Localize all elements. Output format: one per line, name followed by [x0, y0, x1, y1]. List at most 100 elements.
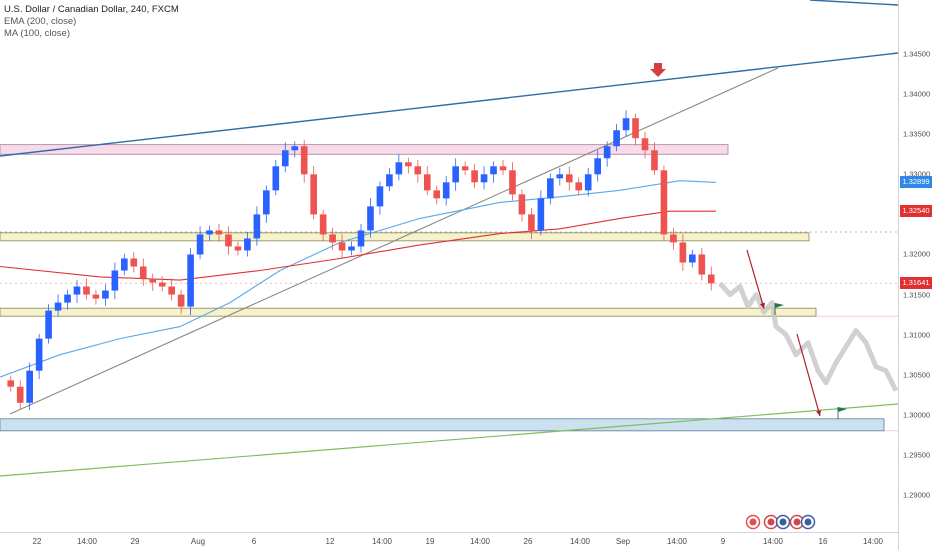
time-tick-label: 9	[720, 537, 726, 546]
time-tick-label: 14:00	[76, 537, 98, 546]
time-tick-label: 29	[130, 537, 140, 546]
candle-body	[177, 294, 185, 307]
candle-body	[253, 214, 261, 239]
candle-body	[537, 198, 545, 231]
price-tick-label: 1.30500	[903, 370, 931, 380]
candle-body	[660, 170, 668, 235]
candle-body	[386, 174, 393, 187]
candle-body	[452, 166, 459, 183]
indicator-ema: EMA (200, close)	[4, 16, 77, 27]
price-tick-label: 1.29500	[903, 450, 931, 460]
candle-body	[234, 246, 242, 251]
candle-body	[651, 150, 658, 171]
candle-body	[442, 182, 450, 199]
candle-body	[158, 282, 166, 287]
candle-body	[64, 294, 71, 303]
time-tick-label: 14:00	[666, 537, 688, 546]
zone-4	[0, 418, 885, 432]
price-tick-label: 1.32000	[903, 249, 931, 259]
candle-body	[35, 338, 43, 371]
price-badge: 1.31641	[900, 277, 932, 290]
candle-body	[509, 170, 516, 195]
price-tick-label: 1.29000	[903, 490, 931, 500]
candle-body	[130, 258, 138, 267]
candle-body	[281, 150, 289, 167]
candle-body	[329, 234, 336, 243]
candle-body	[263, 190, 270, 215]
legend: U.S. Dollar / Canadian Dollar, 240, FXCM…	[4, 4, 179, 40]
time-tick-label: 12	[325, 537, 335, 546]
candle-body	[7, 380, 15, 387]
candle-body	[490, 166, 497, 175]
plot-area[interactable]	[0, 0, 898, 532]
candle-body	[54, 302, 62, 311]
candle-body	[111, 270, 119, 291]
candle-body	[670, 234, 677, 243]
candle-body	[196, 234, 204, 255]
candle-body	[206, 230, 213, 235]
candle-body	[300, 146, 308, 175]
projection-arrow-1-head	[759, 302, 766, 309]
price-tick-label: 1.31000	[903, 330, 931, 340]
candle-body	[471, 170, 478, 183]
price-badge: 1.32899	[900, 176, 932, 189]
time-tick-label: 22	[32, 537, 42, 546]
candle-body	[272, 166, 280, 191]
price-axis[interactable]: 1.345001.340001.335001.330001.325001.320…	[898, 0, 932, 550]
target-flag-1-cloth	[775, 303, 784, 308]
candle-body	[707, 274, 715, 284]
time-tick-label: 14:00	[862, 537, 884, 546]
candle-body	[594, 158, 601, 175]
candle-body	[348, 246, 355, 251]
time-tick-label: Sep	[615, 537, 631, 546]
candle-body	[338, 242, 346, 251]
candle-body	[565, 174, 573, 183]
candle-body	[698, 254, 706, 275]
candle-body	[73, 286, 81, 295]
candle-body	[584, 174, 592, 191]
time-tick-label: 6	[251, 537, 257, 546]
price-tick-label: 1.30000	[903, 410, 931, 420]
event-icon-dot	[749, 518, 757, 526]
zone-3	[0, 307, 817, 317]
price-badge: 1.32540	[900, 205, 932, 218]
candle-body	[405, 162, 412, 167]
candle-body	[556, 174, 564, 179]
event-icon-dot	[767, 518, 775, 526]
time-tick-label: 14:00	[371, 537, 393, 546]
projection-arrow-2-head	[816, 410, 822, 416]
candle-body	[632, 118, 639, 139]
candle-body	[480, 174, 488, 183]
candle-body	[679, 242, 687, 263]
price-tick-label: 1.31500	[903, 290, 931, 300]
event-icon-dot	[779, 518, 787, 526]
event-icon-dot	[804, 518, 812, 526]
candle-body	[149, 278, 157, 283]
zone-1	[0, 144, 729, 155]
projection-path	[718, 281, 898, 392]
price-tick-label: 1.33500	[903, 129, 931, 139]
candle-body	[414, 166, 422, 175]
time-tick-label: 14:00	[762, 537, 784, 546]
time-tick-label: 14:00	[569, 537, 591, 546]
candle-body	[319, 214, 327, 235]
indicator-ma: MA (100, close)	[4, 28, 70, 39]
candle-body	[622, 118, 630, 131]
chart-title: U.S. Dollar / Canadian Dollar, 240, FXCM	[4, 4, 179, 15]
time-tick-label: 16	[818, 537, 828, 546]
candle-body	[547, 178, 554, 199]
candle-body	[139, 266, 147, 279]
target-flag-2-cloth	[838, 407, 847, 412]
candle-body	[102, 290, 109, 299]
candle-body	[613, 130, 620, 147]
candle-body	[367, 206, 374, 231]
time-axis[interactable]: 22 14:00 29 Aug 6 12 14:00 19 14:00 26 14:00 Sep 14:…	[0, 532, 898, 551]
projection-arrow-2-shaft	[796, 333, 821, 417]
candle-body	[187, 254, 194, 307]
price-tick-label: 1.34500	[903, 49, 931, 59]
candle-body	[26, 370, 33, 403]
candle-body	[45, 310, 52, 339]
trendline-upper	[0, 52, 898, 157]
ma100-line	[0, 180, 717, 378]
